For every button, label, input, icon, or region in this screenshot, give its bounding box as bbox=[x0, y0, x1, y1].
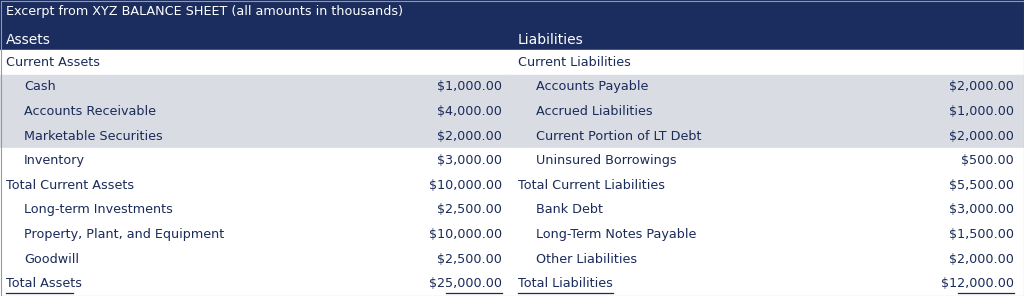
Text: Bank Debt: Bank Debt bbox=[536, 203, 603, 216]
Bar bbox=[0, 198, 512, 222]
Text: Marketable Securities: Marketable Securities bbox=[24, 130, 163, 143]
Bar bbox=[0, 222, 512, 247]
Text: Current Liabilities: Current Liabilities bbox=[518, 56, 631, 69]
Text: $2,500.00: $2,500.00 bbox=[437, 203, 502, 216]
Text: Long-term Investments: Long-term Investments bbox=[24, 203, 173, 216]
Text: $3,000.00: $3,000.00 bbox=[949, 203, 1014, 216]
Bar bbox=[0, 75, 512, 99]
Text: Total Liabilities: Total Liabilities bbox=[518, 277, 613, 290]
Text: Property, Plant, and Equipment: Property, Plant, and Equipment bbox=[24, 228, 224, 241]
Text: $1,000.00: $1,000.00 bbox=[437, 81, 502, 94]
Text: Accounts Receivable: Accounts Receivable bbox=[24, 105, 156, 118]
Bar bbox=[0, 0, 1024, 50]
Text: $2,000.00: $2,000.00 bbox=[437, 130, 502, 143]
Bar bbox=[512, 124, 1024, 148]
Text: Other Liabilities: Other Liabilities bbox=[536, 252, 637, 266]
Text: $2,000.00: $2,000.00 bbox=[949, 130, 1014, 143]
Text: Assets: Assets bbox=[6, 33, 51, 47]
Text: Uninsured Borrowings: Uninsured Borrowings bbox=[536, 154, 677, 167]
Bar bbox=[512, 271, 1024, 296]
Bar bbox=[512, 50, 1024, 75]
Text: Cash: Cash bbox=[24, 81, 55, 94]
Text: $25,000.00: $25,000.00 bbox=[429, 277, 502, 290]
Text: $1,000.00: $1,000.00 bbox=[949, 105, 1014, 118]
Bar bbox=[512, 75, 1024, 99]
Text: Goodwill: Goodwill bbox=[24, 252, 79, 266]
Bar bbox=[512, 247, 1024, 271]
Text: $2,500.00: $2,500.00 bbox=[437, 252, 502, 266]
Text: Inventory: Inventory bbox=[24, 154, 85, 167]
Bar bbox=[0, 247, 512, 271]
Bar bbox=[0, 50, 512, 75]
Bar bbox=[512, 148, 1024, 173]
Text: $10,000.00: $10,000.00 bbox=[429, 228, 502, 241]
Text: $12,000.00: $12,000.00 bbox=[941, 277, 1014, 290]
Text: Total Current Liabilities: Total Current Liabilities bbox=[518, 179, 665, 192]
Text: Liabilities: Liabilities bbox=[518, 33, 584, 47]
Bar bbox=[0, 124, 512, 148]
Bar bbox=[0, 271, 512, 296]
Text: $2,000.00: $2,000.00 bbox=[949, 81, 1014, 94]
Text: $3,000.00: $3,000.00 bbox=[437, 154, 502, 167]
Text: Total Current Assets: Total Current Assets bbox=[6, 179, 134, 192]
Text: $4,000.00: $4,000.00 bbox=[437, 105, 502, 118]
Bar bbox=[512, 99, 1024, 124]
Text: Total Assets: Total Assets bbox=[6, 277, 82, 290]
Bar bbox=[0, 99, 512, 124]
Text: Current Assets: Current Assets bbox=[6, 56, 100, 69]
Text: Accrued Liabilities: Accrued Liabilities bbox=[536, 105, 652, 118]
Bar bbox=[0, 173, 512, 198]
Text: $1,500.00: $1,500.00 bbox=[949, 228, 1014, 241]
Text: Excerpt from XYZ BALANCE SHEET (all amounts in thousands): Excerpt from XYZ BALANCE SHEET (all amou… bbox=[6, 5, 403, 18]
Text: $2,000.00: $2,000.00 bbox=[949, 252, 1014, 266]
Bar bbox=[512, 173, 1024, 198]
Text: $10,000.00: $10,000.00 bbox=[429, 179, 502, 192]
Text: Long-Term Notes Payable: Long-Term Notes Payable bbox=[536, 228, 696, 241]
Bar bbox=[512, 222, 1024, 247]
Text: $5,500.00: $5,500.00 bbox=[949, 179, 1014, 192]
Text: Current Portion of LT Debt: Current Portion of LT Debt bbox=[536, 130, 701, 143]
Text: Accounts Payable: Accounts Payable bbox=[536, 81, 648, 94]
Text: $500.00: $500.00 bbox=[962, 154, 1014, 167]
Bar bbox=[512, 198, 1024, 222]
Bar bbox=[0, 148, 512, 173]
